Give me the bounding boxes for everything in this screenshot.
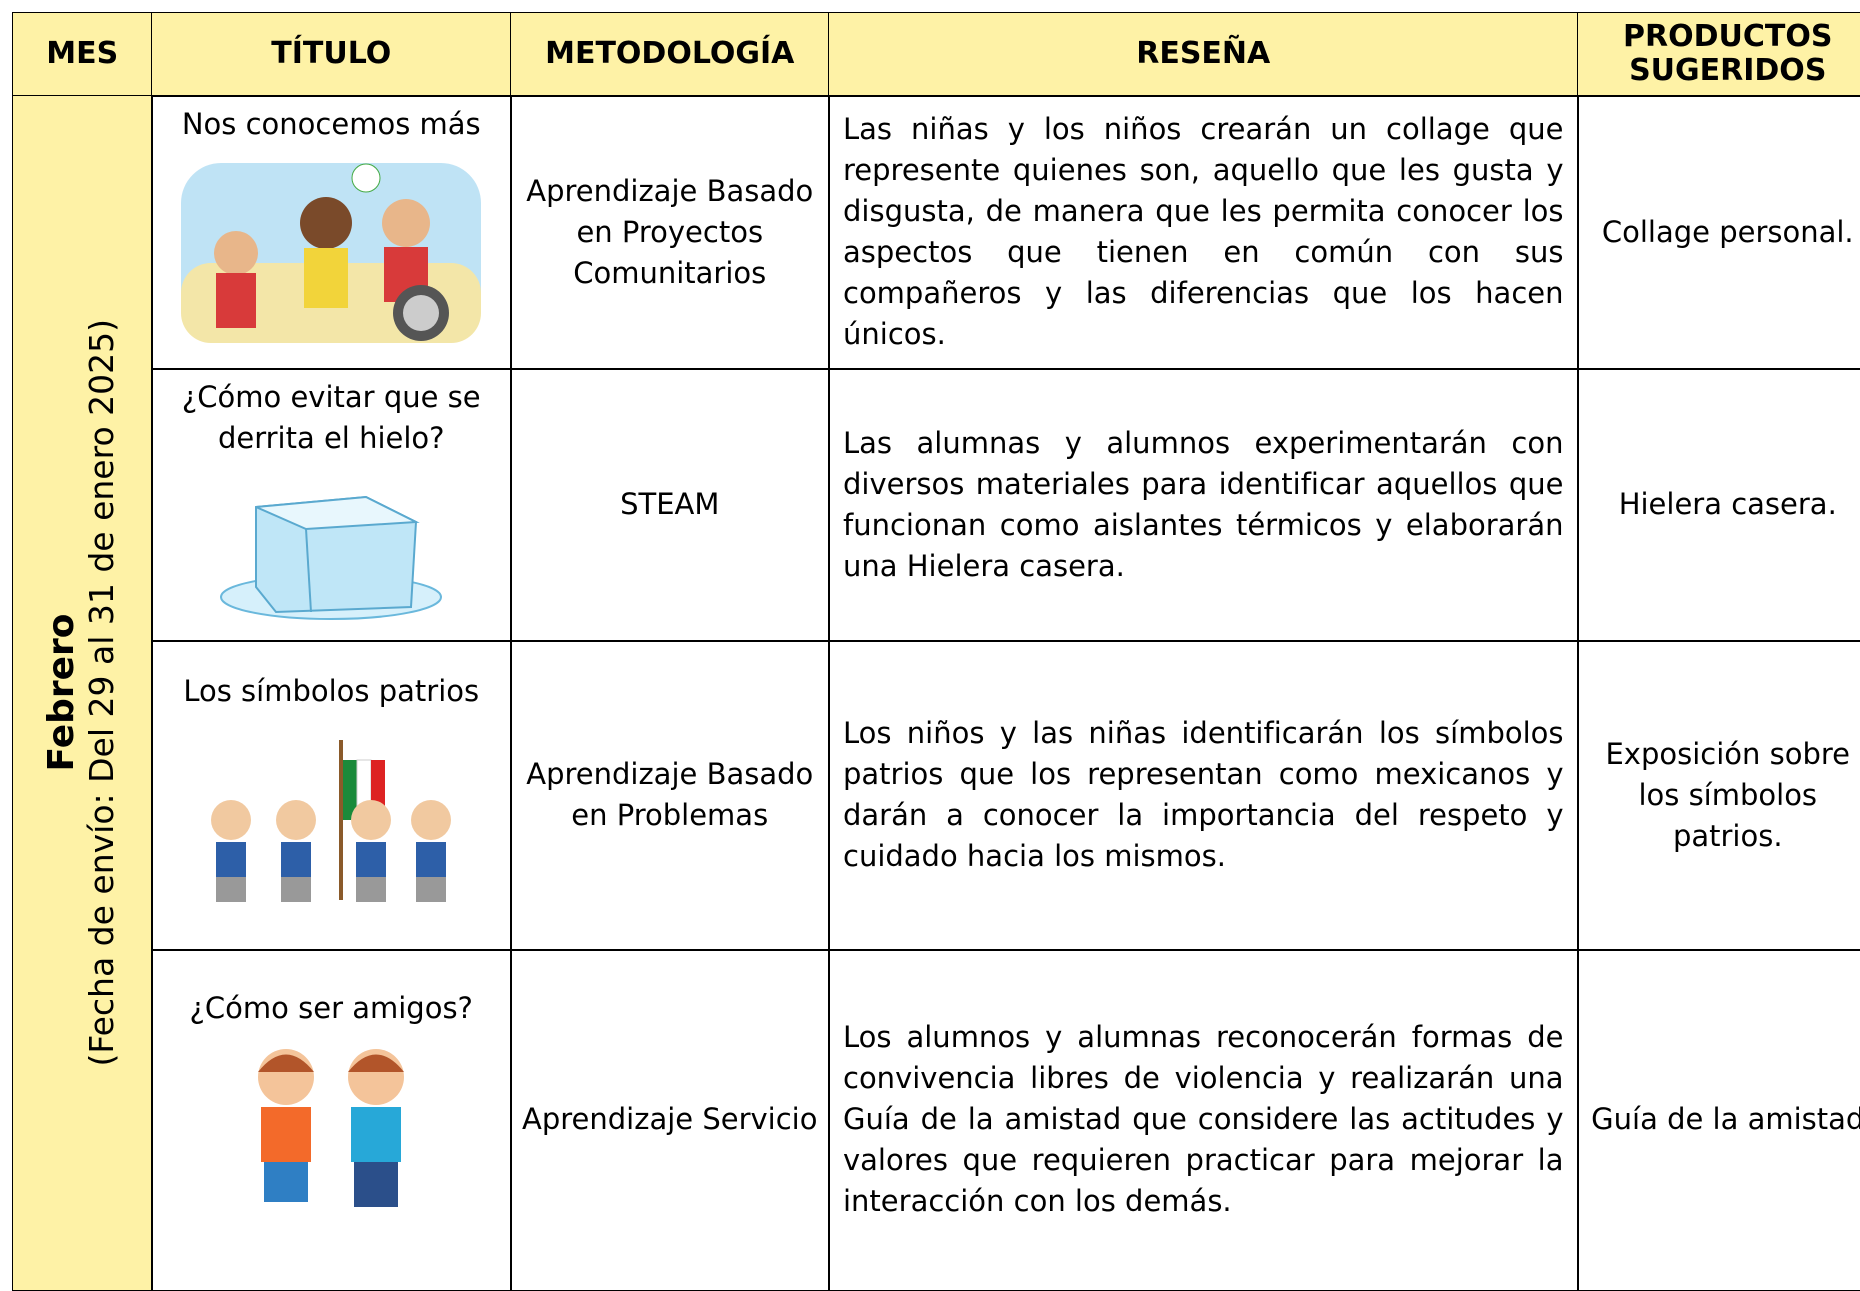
summary-cell: Las niñas y los niños crearán un collage… [828,95,1579,370]
header-cell: RESEÑA [828,12,1579,97]
header-cell: MES [12,12,153,97]
month-cell: Febrero (Fecha de envío: Del 29 al 31 de… [12,95,153,1291]
title-cell: Nos conocemos más [151,95,512,370]
summary-cell: Los niños y las niñas identificarán los … [828,640,1579,951]
header-cell: METODOLOGÍA [510,12,830,97]
title-text: ¿Cómo ser amigos? [189,991,473,1025]
illustration [211,740,452,902]
illustration [258,1049,405,1207]
product-cell: Exposición sobre los símbolos patrios. [1577,640,1860,951]
title-text: Los símbolos patrios [183,674,480,708]
title-cell: ¿Cómo ser amigos? [151,949,512,1291]
method-cell: Aprendizaje Servicio [510,949,830,1291]
summary-cell: Las alumnas y alumnos experimentarán con… [828,368,1579,642]
plan-table: MES TÍTULO METODOLOGÍA RESEÑA PRODUCTOS … [12,12,1860,1291]
month-note: (Fecha de envío: Del 29 al 31 de enero 2… [82,319,122,1067]
title-cell: ¿Cómo evitar que se derrita el hielo? [151,368,512,642]
header-cell: PRODUCTOS SUGERIDOS [1577,12,1860,97]
product-cell: Hielera casera. [1577,368,1860,642]
method-cell: STEAM [510,368,830,642]
illustration [181,163,482,343]
title-cell: Los símbolos patrios [151,640,512,951]
header-cell: TÍTULO [151,12,512,97]
method-cell: Aprendizaje Basado en Proyectos Comunita… [510,95,830,370]
month-name: Febrero [41,613,83,772]
title-text: Nos conocemos más [181,107,481,141]
month-label: Febrero (Fecha de envío: Del 29 al 31 de… [41,319,122,1067]
method-cell: Aprendizaje Basado en Problemas [510,640,830,951]
title-text: ¿Cómo evitar que se derrita el hielo? [181,380,481,455]
illustration [220,495,443,620]
product-cell: Guía de la amistad [1577,949,1860,1291]
product-cell: Collage personal. [1577,95,1860,370]
summary-cell: Los alumnos y alumnas reconocerán formas… [828,949,1579,1291]
